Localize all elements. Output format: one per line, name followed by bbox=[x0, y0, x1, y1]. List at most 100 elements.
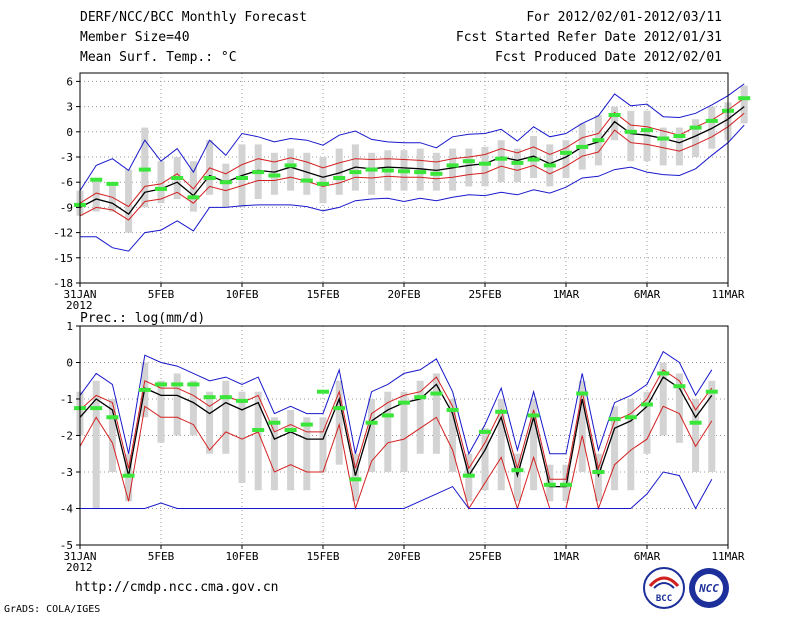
panel2-observed-marker bbox=[236, 398, 248, 403]
panel2-observed-marker bbox=[479, 429, 491, 434]
panel2-observed-marker bbox=[430, 391, 443, 396]
panel2-observed-marker bbox=[155, 382, 167, 387]
panel1-observed-marker bbox=[138, 167, 151, 172]
panel1-observed-marker bbox=[430, 171, 443, 176]
bcc-logo: BCC bbox=[643, 567, 685, 609]
panel1-observed-marker bbox=[479, 161, 491, 166]
panel2-observed-marker bbox=[268, 420, 281, 425]
panel1-xtick-label: 20FEB bbox=[387, 288, 420, 301]
panel2-spread-box bbox=[400, 391, 408, 472]
panel2-observed-marker bbox=[138, 387, 151, 392]
source-url[interactable]: http://cmdp.ncc.cma.gov.cn bbox=[75, 580, 279, 595]
panel1-ytick-label: -15 bbox=[53, 252, 73, 265]
panel2-spread-box bbox=[335, 380, 343, 465]
panel1-series-max bbox=[79, 83, 745, 191]
panel2-xtick-label: 5FEB bbox=[148, 550, 175, 563]
panel2-observed-marker bbox=[592, 470, 605, 474]
panel2-ytick-label: -1 bbox=[60, 393, 73, 406]
panel2-xtick-label: 20FEB bbox=[387, 550, 420, 563]
panel2-xtick-year: 2012 bbox=[66, 561, 93, 574]
panel1-xtick-label: 11MAR bbox=[711, 288, 744, 301]
panel2-spread-box bbox=[416, 380, 424, 454]
panel1-ytick-label: -12 bbox=[53, 227, 73, 240]
panel2-spread-box bbox=[108, 399, 116, 472]
ncc-logo: NCC bbox=[689, 568, 729, 608]
panel1-observed-marker bbox=[333, 176, 346, 180]
panel1-observed-marker bbox=[608, 113, 621, 117]
panel2-observed-marker bbox=[446, 407, 459, 412]
panel2-observed-marker bbox=[122, 473, 135, 478]
panel2-spread-box bbox=[432, 373, 440, 454]
panel1-observed-marker bbox=[641, 128, 653, 133]
panel1-observed-marker bbox=[252, 170, 265, 175]
panel2-series-lower-spread bbox=[79, 405, 713, 511]
panel2-spread-box bbox=[368, 399, 376, 472]
panel1-ytick-label: 0 bbox=[66, 126, 73, 139]
panel2-ytick-label: -4 bbox=[60, 503, 74, 516]
panel1-observed-marker bbox=[689, 125, 702, 130]
panel1-observed-marker bbox=[365, 167, 378, 172]
panel2-spread-box bbox=[319, 417, 327, 472]
panel1-observed-marker bbox=[155, 186, 167, 191]
ncc-logo-text: NCC bbox=[698, 582, 719, 595]
panel2-spread-box bbox=[530, 399, 538, 491]
panel2-observed-marker bbox=[527, 413, 540, 418]
panel1-spread-box bbox=[368, 152, 376, 195]
panel2-observed-marker bbox=[284, 428, 297, 433]
panel1-observed-marker bbox=[414, 170, 427, 175]
panel1-spread-box bbox=[562, 140, 570, 178]
panel1-observed-marker bbox=[398, 169, 410, 174]
panel1-observed-marker bbox=[462, 159, 475, 164]
panel1-spread-box bbox=[659, 127, 667, 166]
panel1-xtick-label: 6MAR bbox=[634, 288, 661, 301]
panel1-spread-box bbox=[287, 148, 295, 191]
produced-date: Fcst Produced Date 2012/02/01 bbox=[495, 50, 722, 65]
panel1-observed-marker bbox=[381, 168, 394, 173]
panel2-spread-box bbox=[675, 373, 683, 443]
forecast-title: DERF/NCC/BCC Monthly Forecast bbox=[80, 10, 307, 25]
panel2-observed-marker bbox=[219, 395, 232, 400]
panel2-observed-marker bbox=[624, 415, 637, 420]
panel2-observed-marker bbox=[171, 382, 184, 387]
panel2-spread-box bbox=[708, 380, 716, 472]
panel1-spread-box bbox=[497, 140, 505, 183]
panel1-spread-box bbox=[416, 148, 424, 191]
panel2-observed-marker bbox=[641, 402, 653, 407]
panel1-series-min bbox=[80, 124, 745, 252]
panel1-xtick-year: 2012 bbox=[66, 299, 93, 312]
panel1-xtick-label: 5FEB bbox=[148, 288, 175, 301]
panel1-spread-box bbox=[92, 180, 100, 212]
panel2-observed-marker bbox=[657, 371, 670, 376]
panel2-spread-box bbox=[238, 391, 246, 483]
panel2-spread-box bbox=[173, 373, 181, 436]
panel1-spread-box bbox=[692, 119, 700, 157]
panel1-spread-box bbox=[627, 110, 635, 162]
panel2-observed-marker bbox=[576, 391, 589, 396]
panel1-observed-marker bbox=[349, 170, 362, 175]
panel2-title: Prec.: log(mm/d) bbox=[80, 311, 205, 326]
panel1-observed-marker bbox=[511, 160, 524, 165]
panel2-spread-box bbox=[222, 380, 230, 454]
panel1-spread-box bbox=[481, 146, 489, 187]
panel2-xtick-label: 31JAN bbox=[63, 550, 96, 563]
panel2-observed-marker bbox=[543, 482, 556, 487]
panel2-observed-marker bbox=[689, 420, 702, 425]
panel1-spread-box bbox=[222, 163, 230, 208]
member-size: Member Size=40 bbox=[80, 30, 190, 45]
panel2-observed-marker bbox=[511, 468, 524, 473]
panel1-observed-marker bbox=[203, 176, 216, 180]
panel2-spread-box bbox=[254, 391, 262, 491]
panel2-observed-marker bbox=[365, 420, 378, 425]
panel2-spread-box bbox=[92, 380, 100, 509]
grads-credit: GrADS: COLA/IGES bbox=[4, 604, 101, 615]
panel2-spread-box bbox=[287, 409, 295, 491]
panel2-xtick-label: 15FEB bbox=[306, 550, 339, 563]
panel1-ytick-label: 6 bbox=[66, 75, 73, 88]
panel2-xtick-label: 11MAR bbox=[711, 550, 744, 563]
panel2-xtick-label: 10FEB bbox=[225, 550, 258, 563]
panel1-xtick-label: 31JAN bbox=[63, 288, 96, 301]
panel1-spread-box bbox=[141, 127, 149, 208]
panel2-observed-marker bbox=[317, 389, 329, 394]
